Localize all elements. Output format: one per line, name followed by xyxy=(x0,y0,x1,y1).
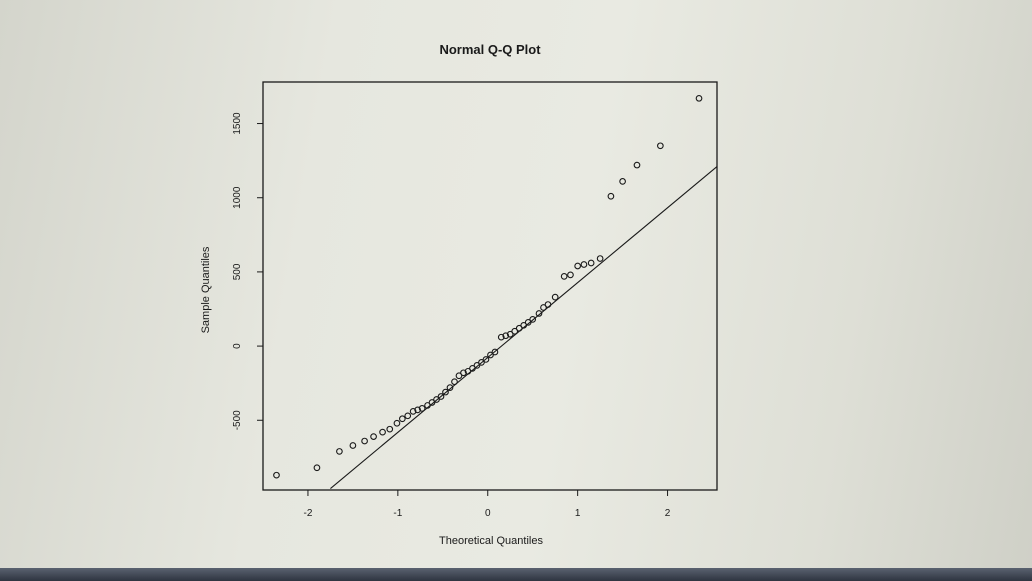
data-point xyxy=(482,356,490,363)
data-point xyxy=(607,192,615,200)
data-point xyxy=(313,464,321,472)
data-point xyxy=(511,327,519,335)
data-point xyxy=(433,396,440,403)
data-point xyxy=(379,428,386,436)
plot-frame xyxy=(262,81,718,491)
data-point xyxy=(469,364,476,372)
data-point xyxy=(535,310,543,317)
data-point xyxy=(404,412,412,420)
data-point xyxy=(619,178,626,185)
x-tick-label: -2 xyxy=(303,508,312,519)
y-tick-label: -500 xyxy=(232,410,243,430)
data-point xyxy=(574,262,582,270)
x-axis: -2 -1 0 1 2 xyxy=(303,490,671,519)
x-tick-label: 2 xyxy=(665,508,671,519)
x-tick-label: 0 xyxy=(485,508,491,519)
data-point xyxy=(524,318,532,326)
data-point xyxy=(567,271,574,279)
qq-reference-line xyxy=(330,166,718,489)
data-point xyxy=(596,255,604,262)
y-tick-label: 1500 xyxy=(232,112,243,135)
data-point xyxy=(506,330,514,338)
data-point xyxy=(361,437,368,445)
data-point xyxy=(540,304,547,311)
data-point xyxy=(551,293,559,301)
data-point xyxy=(393,419,401,427)
data-point xyxy=(695,94,703,102)
data-point xyxy=(478,359,485,366)
data-point xyxy=(437,393,445,400)
data-point xyxy=(502,332,510,340)
data-point xyxy=(544,301,552,308)
reference-line-group xyxy=(330,166,718,489)
data-point xyxy=(497,333,505,341)
data-point xyxy=(464,367,472,375)
data-point xyxy=(520,321,528,329)
data-point xyxy=(398,415,406,423)
data-point xyxy=(580,261,588,268)
data-point xyxy=(515,324,523,332)
y-tick-label: 0 xyxy=(232,343,243,349)
monitor-bezel xyxy=(0,568,1032,581)
y-axis-label: Sample Quantiles xyxy=(200,246,212,333)
data-point xyxy=(560,273,568,280)
data-point xyxy=(424,402,431,409)
data-point xyxy=(409,408,417,415)
data-point xyxy=(428,399,436,406)
data-point xyxy=(451,378,458,386)
data-point xyxy=(414,406,421,414)
data-point xyxy=(487,351,494,359)
data-point xyxy=(273,471,280,479)
data-point xyxy=(442,388,449,396)
y-axis: -500 0 500 1000 1500 xyxy=(232,112,263,430)
data-point xyxy=(657,142,664,150)
data-point xyxy=(473,362,481,369)
y-tick-label: 1000 xyxy=(232,186,243,209)
data-point xyxy=(349,442,357,449)
data-point xyxy=(455,372,463,380)
data-point xyxy=(418,405,426,412)
data-point xyxy=(336,448,343,455)
data-point xyxy=(587,259,595,267)
x-tick-label: 1 xyxy=(575,508,581,519)
data-point xyxy=(446,384,454,391)
y-tick-label: 500 xyxy=(232,263,243,280)
data-point xyxy=(633,161,641,169)
data-points xyxy=(273,94,703,479)
data-point xyxy=(491,348,499,356)
chart-title: Normal Q-Q Plot xyxy=(439,42,541,57)
data-point xyxy=(529,316,537,323)
data-point xyxy=(460,369,467,377)
data-point xyxy=(386,425,394,433)
x-tick-label: -1 xyxy=(393,508,402,519)
x-axis-label: Theoretical Quantiles xyxy=(439,535,543,547)
data-point xyxy=(370,433,377,440)
